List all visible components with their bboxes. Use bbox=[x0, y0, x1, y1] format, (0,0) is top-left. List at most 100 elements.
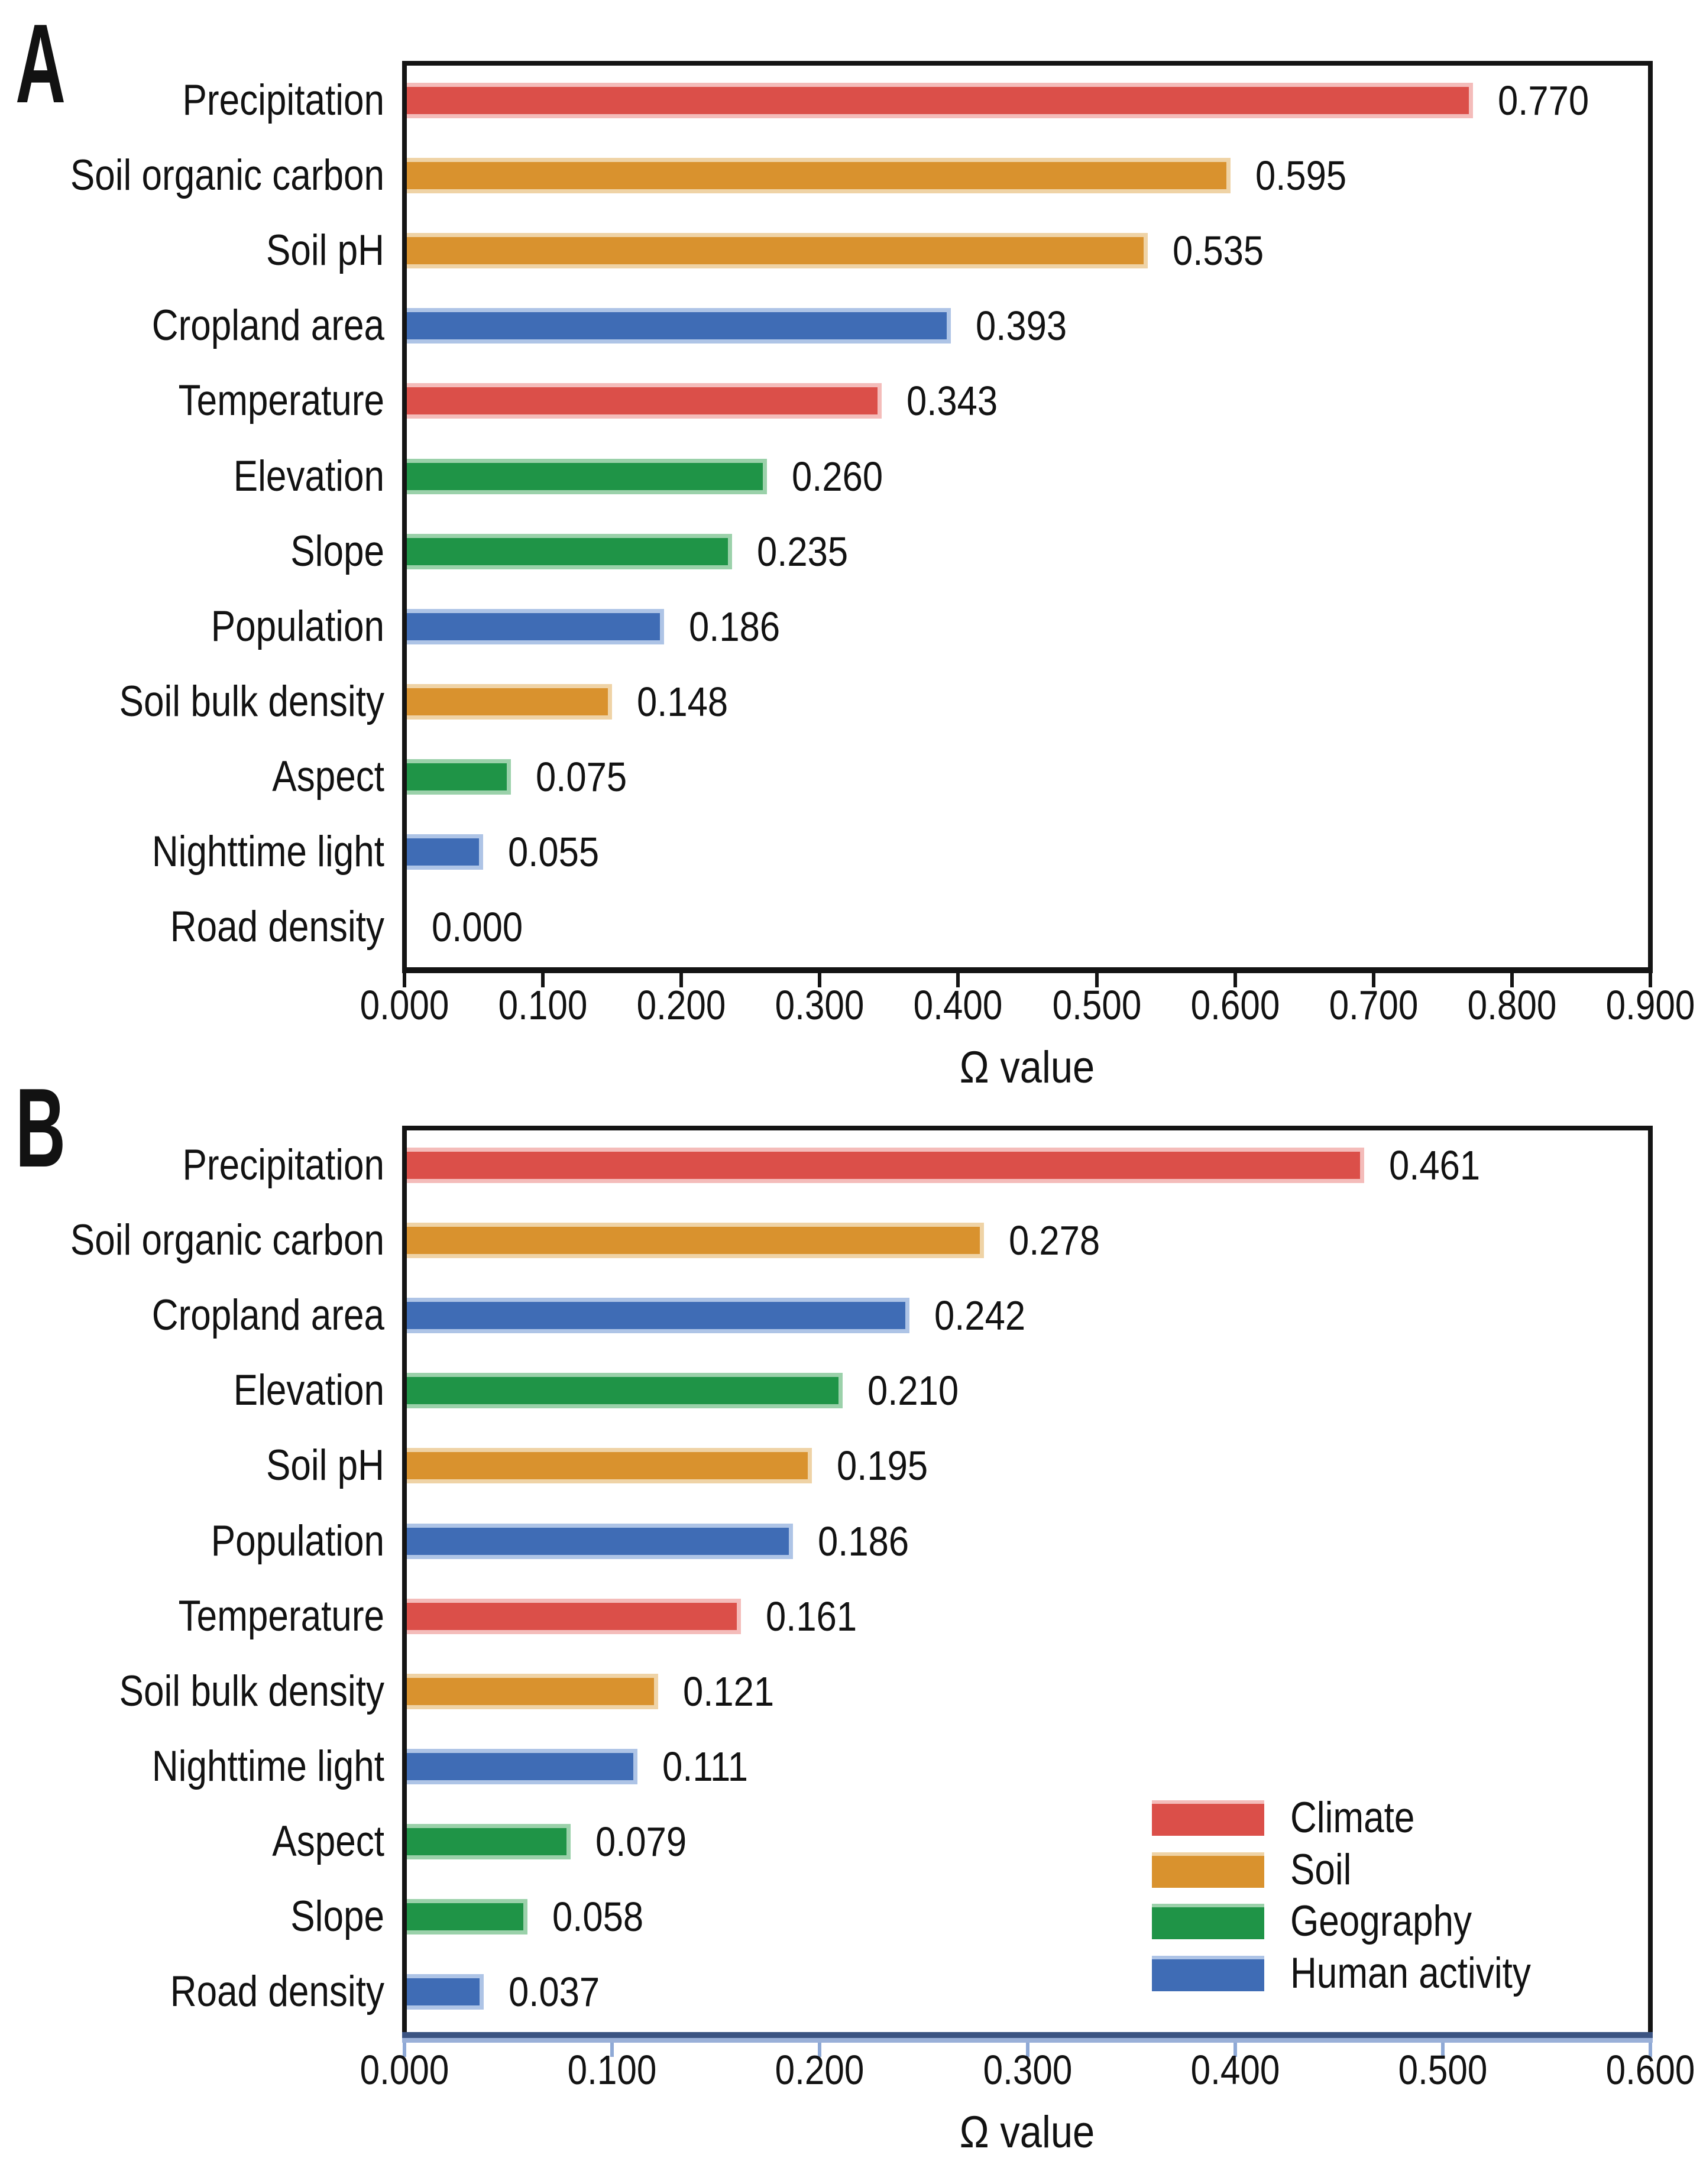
category-label: Temperature bbox=[178, 1592, 384, 1640]
x-tick bbox=[818, 973, 822, 987]
panel-b-plot-area: 0.461 0.278 0.242 0.210 0.195 0.186 0.161 0.121… bbox=[402, 1126, 1653, 2057]
bar-value-label: 0.186 bbox=[689, 603, 781, 650]
bar-value-label: 0.121 bbox=[682, 1668, 775, 1715]
x-tick-label: 0.600 bbox=[1605, 2047, 1695, 2093]
bar-value-label: 0.195 bbox=[836, 1443, 928, 1489]
bar bbox=[407, 383, 882, 419]
bar-value-label: 0.242 bbox=[934, 1292, 1025, 1339]
x-axis-line bbox=[402, 967, 1653, 973]
bar-value-label: 0.235 bbox=[757, 528, 849, 575]
bar bbox=[407, 759, 511, 795]
panel-letter-b: B bbox=[15, 1065, 66, 1191]
bar bbox=[407, 233, 1148, 269]
bar bbox=[407, 1823, 571, 1859]
bar bbox=[407, 1598, 742, 1634]
x-tick bbox=[1510, 973, 1514, 987]
bar bbox=[407, 458, 767, 494]
category-label: Population bbox=[211, 602, 384, 650]
category-label: Aspect bbox=[272, 752, 384, 801]
bar bbox=[407, 533, 733, 569]
x-tick-label: 0.300 bbox=[775, 982, 865, 1028]
bar-value-label: 0.055 bbox=[507, 829, 599, 875]
x-tick-label: 0.500 bbox=[1052, 982, 1141, 1028]
bar bbox=[407, 308, 951, 344]
x-tick-label: 0.100 bbox=[567, 2047, 657, 2093]
x-tick-label: 0.000 bbox=[360, 982, 449, 1028]
x-tick-label: 0.000 bbox=[360, 2047, 449, 2093]
category-label: Soil bulk density bbox=[119, 1667, 384, 1715]
x-tick bbox=[1440, 2043, 1445, 2057]
bar-value-label: 0.461 bbox=[1388, 1142, 1481, 1188]
x-tick bbox=[818, 2043, 822, 2057]
bar-value-label: 0.260 bbox=[791, 453, 883, 500]
x-tick bbox=[1233, 973, 1237, 987]
category-label: Nighttime light bbox=[151, 828, 384, 876]
x-tick-label: 0.800 bbox=[1467, 982, 1557, 1028]
category-label: Soil pH bbox=[266, 1441, 384, 1490]
x-axis-line bbox=[402, 2032, 1653, 2038]
x-tick bbox=[403, 973, 406, 987]
category-label: Slope bbox=[290, 527, 384, 575]
x-tick bbox=[1649, 2043, 1652, 2057]
bar-value-label: 0.186 bbox=[818, 1518, 909, 1564]
bar-value-label: 0.058 bbox=[552, 1894, 643, 1940]
bar bbox=[407, 1673, 658, 1709]
bar bbox=[407, 1974, 484, 2010]
bar-value-label: 0.037 bbox=[508, 1969, 600, 2015]
bar bbox=[407, 1298, 909, 1334]
bar bbox=[407, 158, 1231, 194]
x-tick bbox=[679, 973, 684, 987]
x-tick-label: 0.900 bbox=[1605, 982, 1695, 1028]
bar bbox=[407, 1748, 637, 1784]
x-tick-label: 0.200 bbox=[636, 982, 726, 1028]
bar-value-label: 0.343 bbox=[906, 378, 998, 425]
x-tick-label: 0.600 bbox=[1190, 982, 1280, 1028]
panel-a: 0.770 0.595 0.535 0.393 0.343 0.260 0.235 0.186… bbox=[0, 61, 1703, 1119]
x-tick bbox=[1649, 973, 1652, 987]
panel-a-x-axis-title: Ω value bbox=[959, 1042, 1095, 1093]
bar bbox=[407, 608, 665, 644]
category-label: Road density bbox=[170, 1968, 384, 2016]
category-label: Cropland area bbox=[151, 1291, 384, 1340]
bar bbox=[407, 1148, 1364, 1183]
category-label: Soil bulk density bbox=[119, 677, 384, 725]
bar-value-label: 0.770 bbox=[1497, 77, 1589, 124]
bar-value-label: 0.148 bbox=[636, 678, 728, 725]
bar bbox=[407, 1448, 812, 1484]
bar-value-label: 0.535 bbox=[1172, 228, 1264, 274]
category-label: Slope bbox=[290, 1893, 384, 1940]
category-label: Cropland area bbox=[151, 302, 384, 350]
bar-value-label: 0.595 bbox=[1255, 153, 1347, 199]
x-tick bbox=[610, 2043, 614, 2057]
x-tick bbox=[403, 2043, 406, 2057]
x-tick bbox=[956, 973, 960, 987]
x-tick bbox=[1371, 973, 1375, 987]
bar bbox=[407, 1899, 527, 1935]
x-tick-label: 0.700 bbox=[1329, 982, 1419, 1028]
category-label: Aspect bbox=[272, 1817, 384, 1865]
category-label: Precipitation bbox=[182, 76, 384, 124]
x-tick bbox=[1095, 973, 1099, 987]
bar bbox=[407, 1223, 985, 1259]
x-tick-label: 0.400 bbox=[1190, 2047, 1280, 2093]
x-axis-line-highlight bbox=[402, 2038, 1653, 2043]
category-label: Temperature bbox=[178, 377, 384, 425]
x-tick bbox=[541, 973, 545, 987]
x-tick bbox=[1233, 2043, 1237, 2057]
bar-value-label: 0.278 bbox=[1009, 1217, 1100, 1264]
category-label: Soil organic carbon bbox=[70, 151, 384, 200]
bar-value-label: 0.075 bbox=[535, 753, 627, 800]
category-label: Population bbox=[211, 1517, 384, 1565]
category-label: Precipitation bbox=[182, 1141, 384, 1189]
category-label: Nighttime light bbox=[151, 1742, 384, 1790]
bar bbox=[407, 83, 1473, 118]
category-label: Elevation bbox=[233, 452, 384, 500]
panel-b: 0.461 0.278 0.242 0.210 0.195 0.186 0.161 0.121… bbox=[0, 1126, 1703, 2184]
bar bbox=[407, 1373, 843, 1409]
bar-value-label: 0.111 bbox=[662, 1743, 748, 1790]
category-label: Road density bbox=[170, 903, 384, 951]
x-tick-label: 0.500 bbox=[1398, 2047, 1488, 2093]
bar-value-label: 0.393 bbox=[976, 303, 1067, 349]
bar bbox=[407, 683, 612, 720]
bar-value-label: 0.079 bbox=[595, 1818, 687, 1865]
